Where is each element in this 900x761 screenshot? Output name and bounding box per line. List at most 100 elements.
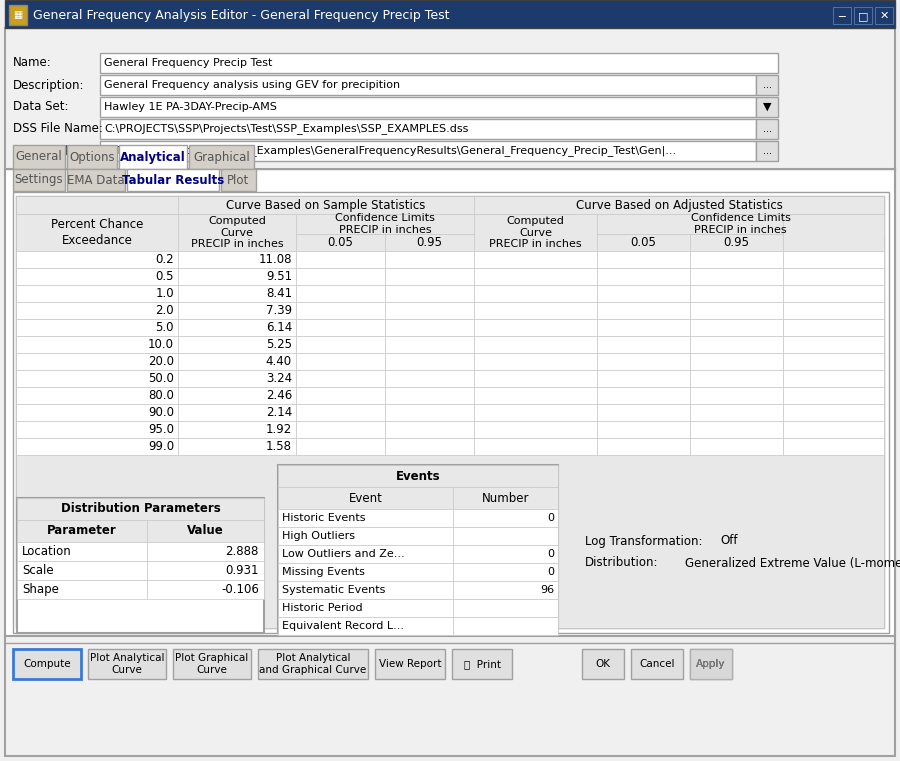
Bar [597, 319, 690, 336]
Bar [296, 214, 474, 234]
Bar [385, 387, 474, 404]
Bar [385, 404, 474, 421]
Bar [178, 268, 296, 285]
Bar [17, 542, 147, 561]
Text: ⎙  Print: ⎙ Print [464, 659, 500, 669]
Text: 8.41: 8.41 [266, 287, 292, 300]
Text: 0.95: 0.95 [724, 236, 750, 249]
Text: 2.46: 2.46 [266, 389, 292, 402]
Text: 0.2: 0.2 [156, 253, 174, 266]
Bar [597, 234, 690, 251]
Bar [296, 234, 385, 251]
Bar [278, 545, 453, 563]
Bar [474, 370, 597, 387]
Bar [597, 353, 690, 370]
Text: Number: Number [482, 492, 529, 505]
Bar [16, 438, 178, 455]
Bar [5, 0, 895, 28]
Bar [690, 251, 783, 268]
Text: C:\PROJECTS\SSP\Projects\Test\SSP_Examples\SSP_EXAMPLES.dss: C:\PROJECTS\SSP\Projects\Test\SSP_Exampl… [104, 123, 468, 135]
Text: Name:: Name: [13, 56, 52, 69]
Bar [453, 487, 558, 509]
Bar [474, 336, 597, 353]
Bar [296, 336, 385, 353]
Bar [597, 302, 690, 319]
Bar [296, 387, 385, 404]
Bar [875, 7, 893, 24]
Text: Historic Period: Historic Period [282, 603, 363, 613]
Bar [16, 336, 178, 353]
Bar [16, 370, 178, 387]
Text: ✕: ✕ [879, 11, 888, 21]
Bar [16, 251, 178, 268]
Text: Report File:: Report File: [13, 145, 80, 158]
Bar [385, 336, 474, 353]
Bar [13, 192, 889, 633]
Bar [178, 285, 296, 302]
Bar [474, 251, 597, 268]
Bar [783, 302, 884, 319]
Bar [375, 649, 445, 679]
Bar [474, 285, 597, 302]
Bar [17, 498, 264, 633]
Text: Plot Graphical
Curve: Plot Graphical Curve [176, 653, 248, 675]
Text: 1.58: 1.58 [266, 440, 292, 453]
Text: Cancel: Cancel [639, 659, 675, 669]
Bar [690, 438, 783, 455]
Text: :CTS\SSP\Projects\Test\SSP_Examples\GeneralFrequencyResults\General_Frequency_Pr: :CTS\SSP\Projects\Test\SSP_Examples\Gene… [104, 145, 677, 157]
Text: 20.0: 20.0 [148, 355, 174, 368]
Bar [474, 268, 597, 285]
Text: Confidence Limits
PRECIP in inches: Confidence Limits PRECIP in inches [335, 213, 435, 235]
Text: ...: ... [762, 80, 771, 90]
Bar [783, 353, 884, 370]
Bar [147, 580, 264, 599]
Bar [385, 234, 474, 251]
Bar [100, 75, 756, 95]
Bar [783, 214, 884, 251]
Bar [597, 438, 690, 455]
Bar [385, 353, 474, 370]
Bar [173, 649, 251, 679]
Text: 50.0: 50.0 [148, 372, 174, 385]
Bar [278, 465, 558, 633]
Bar [178, 336, 296, 353]
Text: Apply: Apply [697, 659, 725, 669]
Bar [783, 421, 884, 438]
Text: 1.92: 1.92 [266, 423, 292, 436]
Bar [597, 370, 690, 387]
Text: 4.40: 4.40 [266, 355, 292, 368]
Bar [178, 251, 296, 268]
Bar [278, 617, 453, 635]
Bar [690, 387, 783, 404]
Bar [278, 563, 453, 581]
Text: DSS File Name:: DSS File Name: [13, 123, 103, 135]
Text: Options: Options [69, 151, 115, 164]
Bar [13, 169, 65, 191]
Bar [385, 302, 474, 319]
Text: Apply: Apply [697, 659, 725, 669]
Bar [88, 649, 166, 679]
Text: Historic Events: Historic Events [282, 513, 365, 523]
Bar [100, 141, 756, 161]
Bar [690, 268, 783, 285]
Text: 11.08: 11.08 [258, 253, 292, 266]
Bar [147, 561, 264, 580]
Text: Generalized Extreme Value (L-moments): Generalized Extreme Value (L-moments) [685, 556, 900, 569]
Bar [296, 353, 385, 370]
Bar [756, 141, 778, 161]
Text: Percent Chance
Exceedance: Percent Chance Exceedance [50, 218, 143, 247]
Bar [385, 370, 474, 387]
Text: □: □ [858, 11, 868, 21]
Bar [690, 353, 783, 370]
Bar [119, 145, 187, 169]
Text: Plot Analytical
Curve: Plot Analytical Curve [90, 653, 164, 675]
Text: 2.14: 2.14 [266, 406, 292, 419]
Text: General Frequency Precip Test: General Frequency Precip Test [104, 58, 273, 68]
Bar [296, 404, 385, 421]
Text: Plot: Plot [228, 174, 249, 186]
Text: ...: ... [762, 124, 771, 134]
Bar [100, 97, 756, 117]
Bar [453, 545, 558, 563]
Bar [16, 196, 178, 214]
Bar [189, 145, 254, 169]
